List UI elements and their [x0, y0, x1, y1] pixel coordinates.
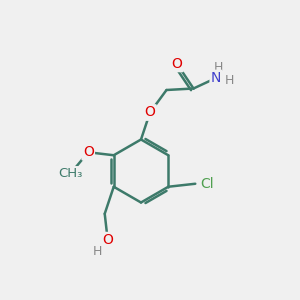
Text: H: H	[225, 74, 234, 88]
Text: O: O	[83, 145, 94, 159]
Text: H: H	[213, 61, 223, 74]
Text: O: O	[172, 57, 182, 71]
Text: O: O	[102, 233, 113, 247]
Text: H: H	[92, 245, 102, 258]
Text: O: O	[145, 106, 155, 119]
Text: Cl: Cl	[200, 177, 213, 191]
Text: CH₃: CH₃	[58, 167, 82, 180]
Text: N: N	[211, 71, 221, 85]
